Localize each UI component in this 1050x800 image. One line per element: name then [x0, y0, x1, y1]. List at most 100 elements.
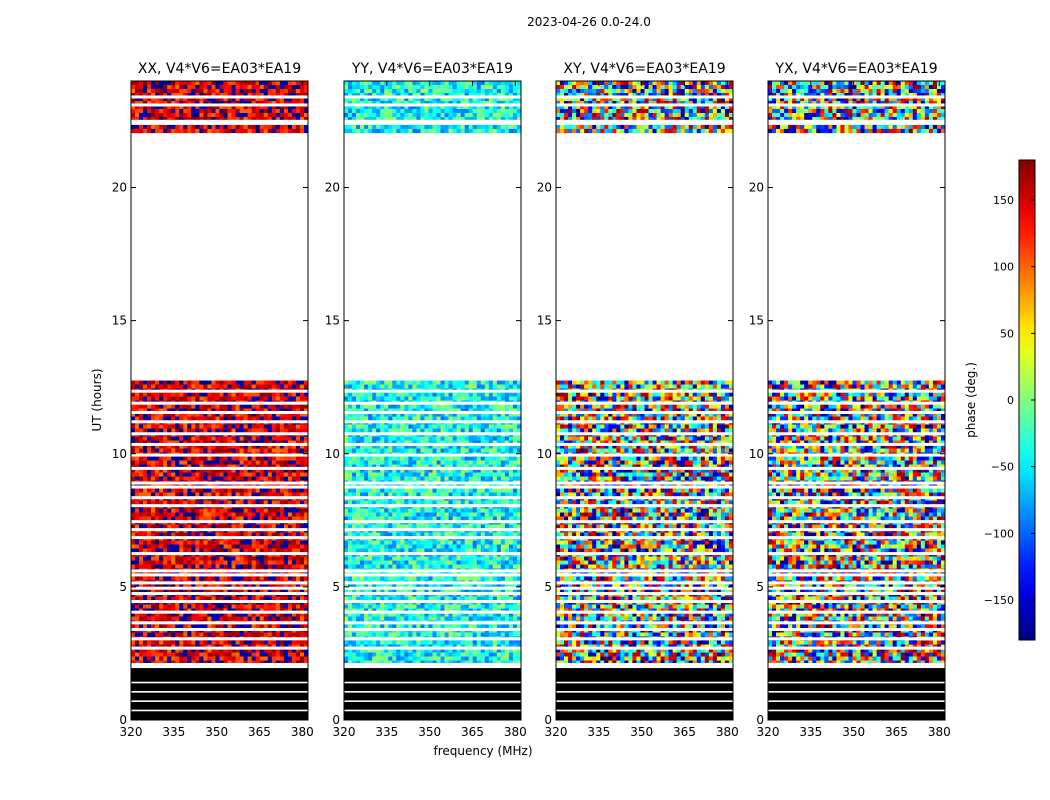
heatmap-cell	[175, 616, 180, 621]
heatmap-cell	[492, 416, 498, 421]
heatmap-cell	[275, 380, 281, 385]
heatmap-cell	[255, 472, 261, 477]
heatmap-cell	[291, 416, 297, 421]
heatmap-cell	[247, 588, 252, 593]
heatmap-cell	[424, 408, 429, 413]
heatmap-cell	[247, 384, 252, 389]
heatmap-cell	[163, 576, 168, 581]
heatmap-cell	[259, 476, 265, 481]
heatmap-cell	[247, 113, 252, 118]
heatmap-cell	[295, 632, 301, 637]
heatmap-cell	[279, 584, 285, 589]
heatmap-cell	[255, 660, 261, 663]
heatmap-cell	[175, 105, 180, 110]
heatmap-cell	[303, 540, 309, 545]
heatmap-cell	[147, 532, 152, 537]
heatmap-cell	[199, 604, 204, 609]
heatmap-cell	[352, 416, 357, 421]
heatmap-cell	[199, 596, 204, 601]
heatmap-cell	[163, 608, 168, 613]
heatmap-cell	[408, 444, 413, 449]
heatmap-cell	[388, 476, 393, 481]
heatmap-cell	[440, 408, 445, 413]
heatmap-cell	[372, 468, 377, 473]
heatmap-cell	[163, 488, 168, 493]
heatmap-cell	[211, 648, 216, 653]
heatmap-cell	[187, 624, 192, 629]
heatmap-cell	[512, 416, 518, 421]
heatmap-cell	[239, 604, 244, 609]
heatmap-cell	[219, 512, 224, 517]
heatmap-cell	[263, 124, 269, 130]
heatmap-cell	[480, 468, 486, 473]
heatmap-cell	[143, 492, 148, 497]
heatmap-cell	[239, 488, 244, 493]
heatmap-cell	[171, 408, 176, 413]
heatmap-cell	[299, 492, 305, 497]
heatmap-cell	[251, 456, 257, 461]
heatmap-cell	[199, 540, 204, 545]
heatmap-cell	[167, 396, 172, 401]
heatmap-cell	[251, 588, 257, 593]
heatmap-cell	[191, 416, 196, 421]
heatmap-cell	[147, 608, 152, 613]
heatmap-cell	[243, 101, 248, 106]
heatmap-cell	[295, 380, 301, 385]
heatmap-cell	[131, 380, 136, 385]
heatmap-cell	[175, 540, 180, 545]
heatmap-cell	[151, 464, 156, 469]
heatmap-cell	[179, 652, 184, 657]
heatmap-cell	[219, 408, 224, 413]
heatmap-cell	[388, 456, 393, 461]
heatmap-cell	[400, 448, 405, 453]
heatmap-cell	[344, 492, 349, 497]
heatmap-cell	[392, 492, 397, 497]
heatmap-cell	[303, 544, 309, 549]
heatmap-cell	[283, 412, 289, 417]
heatmap-cell	[239, 500, 244, 505]
heatmap-cell	[187, 412, 192, 417]
heatmap-cell	[251, 532, 257, 537]
heatmap-cell	[139, 468, 144, 473]
heatmap-cell	[239, 408, 244, 413]
heatmap-cell	[207, 640, 212, 645]
heatmap-cell	[199, 616, 204, 621]
heatmap-cell	[211, 556, 216, 561]
heatmap-cell	[139, 596, 144, 601]
heatmap-cell	[163, 464, 168, 469]
heatmap-cell	[267, 500, 273, 505]
heatmap-cell	[275, 444, 281, 449]
heatmap-cell	[392, 384, 397, 389]
heatmap-cell	[504, 404, 510, 409]
heatmap-cell	[287, 396, 293, 401]
heatmap-cell	[303, 93, 309, 98]
heatmap-cell	[259, 608, 265, 613]
heatmap-cell	[472, 468, 478, 473]
heatmap-cell	[203, 652, 208, 657]
heatmap-cell	[255, 648, 261, 653]
heatmap-cell	[259, 564, 265, 569]
heatmap-cell	[191, 404, 196, 409]
heatmap-cell	[215, 660, 220, 663]
heatmap-cell	[512, 436, 518, 441]
heatmap-cell	[179, 512, 184, 517]
heatmap-cell	[279, 117, 285, 120]
heatmap-cell	[215, 81, 220, 86]
heatmap-cell	[231, 648, 236, 653]
heatmap-cell	[219, 488, 224, 493]
heatmap-cell	[171, 648, 176, 653]
heatmap-cell	[195, 588, 200, 593]
heatmap-cell	[203, 564, 208, 569]
heatmap-cell	[159, 93, 164, 98]
heatmap-cell	[259, 440, 265, 445]
heatmap-cell	[287, 416, 293, 421]
heatmap-cell	[287, 564, 293, 569]
heatmap-cell	[416, 384, 421, 389]
heatmap-cell	[179, 384, 184, 389]
heatmap-cell	[211, 408, 216, 413]
heatmap-cell	[500, 448, 506, 453]
heatmap-cell	[440, 492, 445, 497]
heatmap-cell	[239, 392, 244, 397]
heatmap-cell	[299, 652, 305, 657]
heatmap-cell	[215, 532, 220, 537]
